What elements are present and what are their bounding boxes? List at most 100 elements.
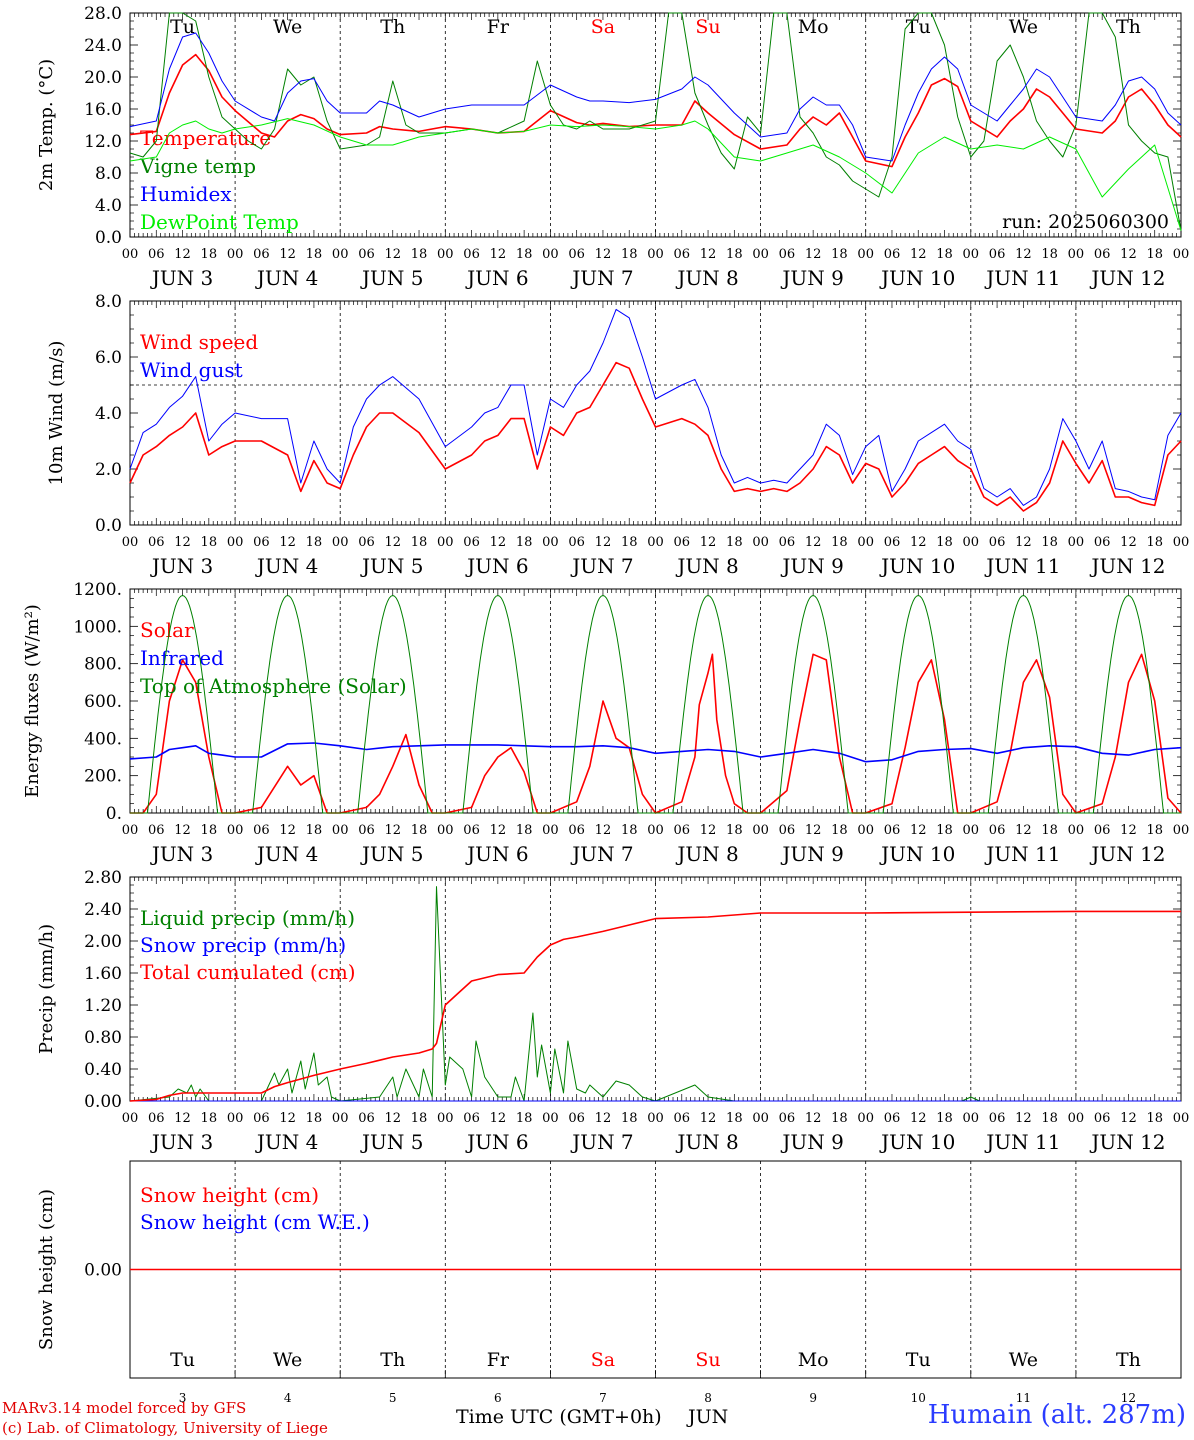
precip-hour-label: 00 [332, 1111, 349, 1126]
energy-hour-label: 06 [148, 823, 165, 838]
temp-ytick-label: 28.0 [84, 4, 122, 24]
day-number-label: 10 [911, 1391, 926, 1405]
temp-hour-label: 12 [174, 247, 191, 262]
energy-ytick-label: 1200. [73, 580, 122, 600]
precip-hour-label: 06 [148, 1111, 165, 1126]
wind-hour-label: 06 [674, 535, 691, 550]
energy-hour-label: 18 [831, 823, 848, 838]
day-number-label: 8 [704, 1391, 712, 1405]
energy-legend-entry: Top of Atmosphere (Solar) [140, 674, 407, 698]
wind-hour-label: 00 [1173, 535, 1190, 550]
energy-hour-label: 00 [227, 823, 244, 838]
wind-date-label: JUN 8 [675, 554, 738, 578]
temp-hour-label: 18 [831, 247, 848, 262]
temp-weekday-label: Th [1116, 16, 1141, 38]
wind-date-label: JUN 3 [150, 554, 213, 578]
snow-weekday-label: We [1009, 1349, 1038, 1371]
energy-date-label: JUN 12 [1089, 842, 1165, 866]
wind-series-wind-gust [129, 308, 1182, 506]
day-number-label: 6 [494, 1391, 502, 1405]
temp-series-temperature [129, 53, 1182, 168]
energy-hour-label: 06 [253, 823, 270, 838]
energy-hour-label: 06 [358, 823, 375, 838]
energy-date-label: JUN 5 [360, 842, 423, 866]
precip-hour-label: 12 [700, 1111, 717, 1126]
snow-weekday-label: Sa [591, 1349, 615, 1371]
precip-hour-label: 12 [279, 1111, 296, 1126]
precip-ytick-label: 2.00 [84, 932, 122, 952]
temp-weekday-label: Fr [487, 16, 510, 38]
energy-hour-label: 00 [752, 823, 769, 838]
precip-hour-label: 00 [122, 1111, 139, 1126]
wind-legend-entry: Wind speed [140, 330, 258, 354]
temp-hour-label: 18 [201, 247, 218, 262]
wind-hour-label: 00 [752, 535, 769, 550]
precip-ytick-label: 2.40 [84, 900, 122, 920]
snow-weekday-label: Mo [798, 1349, 829, 1371]
wind-date-label: JUN 9 [780, 554, 843, 578]
temp-hour-label: 00 [963, 247, 980, 262]
precip-ytick-label: 0.80 [84, 1028, 122, 1048]
wind-y-axis-title: 10m Wind (m/s) [46, 341, 67, 486]
wind-hour-label: 00 [963, 535, 980, 550]
temp-hour-label: 06 [1094, 247, 1111, 262]
energy-legend-entry: Infrared [140, 646, 224, 670]
precip-hour-label: 00 [1068, 1111, 1085, 1126]
energy-hour-label: 12 [384, 823, 401, 838]
day-number-label: 4 [284, 1391, 292, 1405]
precip-hour-label: 06 [358, 1111, 375, 1126]
precip-hour-label: 06 [779, 1111, 796, 1126]
temp-hour-label: 12 [490, 247, 507, 262]
energy-hour-label: 00 [1173, 823, 1190, 838]
temp-hour-label: 12 [1015, 247, 1032, 262]
energy-y-axis-title: Energy fluxes (W/m²) [22, 604, 43, 798]
day-number-label: 9 [809, 1391, 817, 1405]
energy-hour-label: 12 [805, 823, 822, 838]
snow-weekday-label: Tu [170, 1349, 195, 1371]
temp-hour-label: 06 [989, 247, 1006, 262]
snow-legend-entry: Snow height (cm W.E.) [140, 1210, 370, 1234]
snow-weekday-label: Th [380, 1349, 405, 1371]
energy-hour-label: 00 [332, 823, 349, 838]
temp-y-axis-title: 2m Temp. (°C) [36, 59, 57, 191]
precip-hour-label: 12 [1015, 1111, 1032, 1126]
precip-hour-label: 00 [437, 1111, 454, 1126]
wind-hour-label: 00 [647, 535, 664, 550]
energy-date-label: JUN 6 [465, 842, 528, 866]
wind-hour-label: 06 [884, 535, 901, 550]
precip-hour-label: 18 [1146, 1111, 1163, 1126]
precip-ytick-label: 0.40 [84, 1060, 122, 1080]
temp-run-annotation: run: 2025060300 [1002, 211, 1169, 233]
energy-hour-label: 18 [936, 823, 953, 838]
energy-hour-label: 06 [674, 823, 691, 838]
wind-hour-label: 00 [227, 535, 244, 550]
wind-hour-label: 12 [1015, 535, 1032, 550]
energy-date-label: JUN 4 [255, 842, 318, 866]
day-number-label: 5 [389, 1391, 397, 1405]
precip-date-label: JUN 4 [255, 1130, 318, 1154]
temp-weekday-label: Th [380, 16, 405, 38]
wind-date-label: JUN 7 [570, 554, 633, 578]
temp-hour-label: 00 [332, 247, 349, 262]
wind-hour-label: 12 [1120, 535, 1137, 550]
precip-series-liquid-precip-mm-h [129, 886, 1181, 1102]
precip-hour-label: 18 [936, 1111, 953, 1126]
temp-date-label: JUN 11 [984, 266, 1060, 290]
wind-hour-label: 18 [726, 535, 743, 550]
wind-hour-label: 00 [857, 535, 874, 550]
precip-date-label: JUN 12 [1089, 1130, 1165, 1154]
snow-ytick-label: 0.00 [84, 1261, 122, 1281]
precip-hour-label: 00 [752, 1111, 769, 1126]
station-name: Humain (alt. 287m) [927, 1400, 1186, 1430]
wind-hour-label: 06 [568, 535, 585, 550]
precip-hour-label: 12 [595, 1111, 612, 1126]
day-number-label: 7 [599, 1391, 607, 1405]
temp-date-label: JUN 9 [780, 266, 843, 290]
day-number-label: 11 [1016, 1391, 1031, 1405]
precip-hour-label: 06 [884, 1111, 901, 1126]
precip-date-label: JUN 7 [570, 1130, 633, 1154]
precip-legend-entry: Liquid precip (mm/h) [140, 906, 355, 930]
temp-hour-label: 06 [253, 247, 270, 262]
energy-hour-label: 18 [411, 823, 428, 838]
energy-ytick-label: 0. [106, 804, 122, 824]
